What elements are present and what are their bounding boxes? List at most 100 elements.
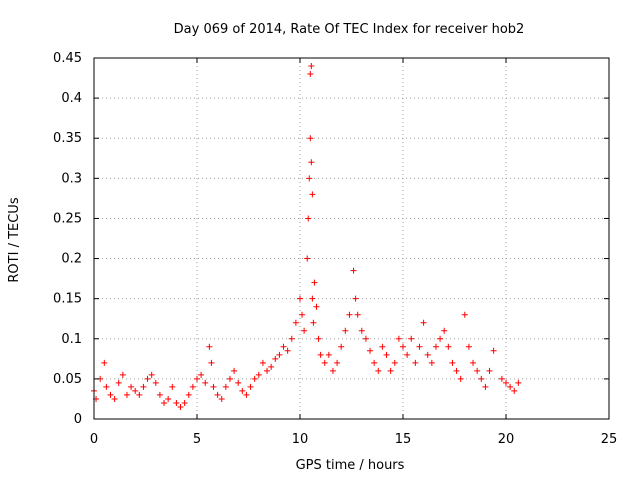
data-point (280, 343, 287, 350)
grid (94, 58, 609, 419)
data-point (457, 375, 464, 382)
data-point (101, 359, 108, 366)
data-point (297, 295, 303, 302)
data-point (115, 379, 122, 386)
data-point (243, 391, 250, 398)
data-point (136, 391, 143, 398)
data-point (309, 295, 316, 302)
data-point (307, 71, 314, 78)
data-point (486, 367, 493, 374)
data-point (307, 135, 314, 142)
x-tick-label: 20 (498, 432, 515, 447)
data-point (255, 371, 262, 378)
data-point (342, 327, 349, 334)
data-point (379, 343, 386, 350)
data-point (367, 347, 374, 354)
y-axis-label: ROTI / TECUs (7, 197, 22, 282)
data-point (311, 279, 318, 286)
data-point (490, 347, 497, 354)
data-point (107, 391, 114, 398)
data-point (169, 383, 176, 390)
data-point (185, 391, 192, 398)
data-point (308, 63, 315, 70)
data-point (226, 375, 233, 382)
data-point (362, 335, 369, 342)
data-point (404, 351, 411, 358)
data-point (432, 343, 439, 350)
data-point (498, 375, 505, 382)
data-point (173, 399, 180, 406)
data-point (181, 399, 188, 406)
y-tick-label: 0.2 (61, 252, 82, 267)
data-point (284, 347, 291, 354)
data-point (306, 175, 313, 182)
data-point (272, 355, 279, 362)
data-point (315, 335, 322, 342)
data-point (288, 335, 295, 342)
data-point (268, 363, 275, 370)
data-point (194, 375, 200, 382)
data-point (408, 335, 415, 342)
data-point (391, 359, 398, 366)
data-point (321, 359, 328, 366)
x-tick-label: 5 (193, 432, 201, 447)
data-point (470, 359, 477, 366)
data-point (338, 343, 345, 350)
y-tick-label: 0.45 (53, 51, 82, 66)
data-point (276, 351, 283, 358)
data-point (148, 371, 155, 378)
data-point (247, 383, 254, 390)
data-point (515, 379, 522, 386)
data-point (119, 371, 126, 378)
data-point (123, 391, 130, 398)
data-point (259, 359, 266, 366)
data-point (461, 311, 468, 318)
data-point (189, 383, 196, 390)
data-point (140, 383, 147, 390)
data-point (235, 379, 242, 386)
data-point (503, 379, 509, 386)
data-point (251, 375, 258, 382)
data-point (152, 379, 159, 386)
data-point (352, 295, 359, 302)
data-point (478, 375, 485, 382)
data-point (375, 367, 382, 374)
data-point (474, 367, 481, 374)
data-point (156, 391, 163, 398)
x-tick-label: 15 (395, 432, 412, 447)
data-point (132, 387, 139, 394)
y-ticks: 0 0.05 0.1 0.15 0.2 0.25 0.3 0.35 0.4 0.45 (53, 51, 609, 427)
data-point (329, 367, 336, 374)
data-point (507, 383, 514, 390)
data-point (420, 319, 427, 326)
y-tick-label: 0.1 (61, 332, 82, 347)
data-point (465, 343, 472, 350)
data-point (482, 383, 489, 390)
data-point (177, 403, 184, 410)
y-tick-label: 0.35 (53, 131, 82, 146)
data-point (400, 343, 406, 350)
y-tick-label: 0 (74, 412, 82, 427)
data-points (91, 63, 522, 410)
data-point (103, 383, 110, 390)
data-point (309, 191, 316, 198)
y-tick-label: 0.05 (53, 372, 82, 387)
data-point (412, 359, 419, 366)
data-point (264, 367, 271, 374)
data-point (198, 371, 205, 378)
data-point (395, 335, 402, 342)
data-point (334, 359, 341, 366)
data-point (358, 327, 365, 334)
data-point (231, 367, 238, 374)
data-point (239, 387, 246, 394)
data-point (208, 359, 215, 366)
data-point (292, 319, 299, 326)
chart-title: Day 069 of 2014, Rate Of TEC Index for r… (174, 22, 525, 37)
data-point (387, 367, 394, 374)
data-point (308, 159, 315, 166)
data-point (449, 359, 456, 366)
data-point (218, 395, 225, 402)
data-point (428, 359, 435, 366)
data-point (301, 327, 308, 334)
